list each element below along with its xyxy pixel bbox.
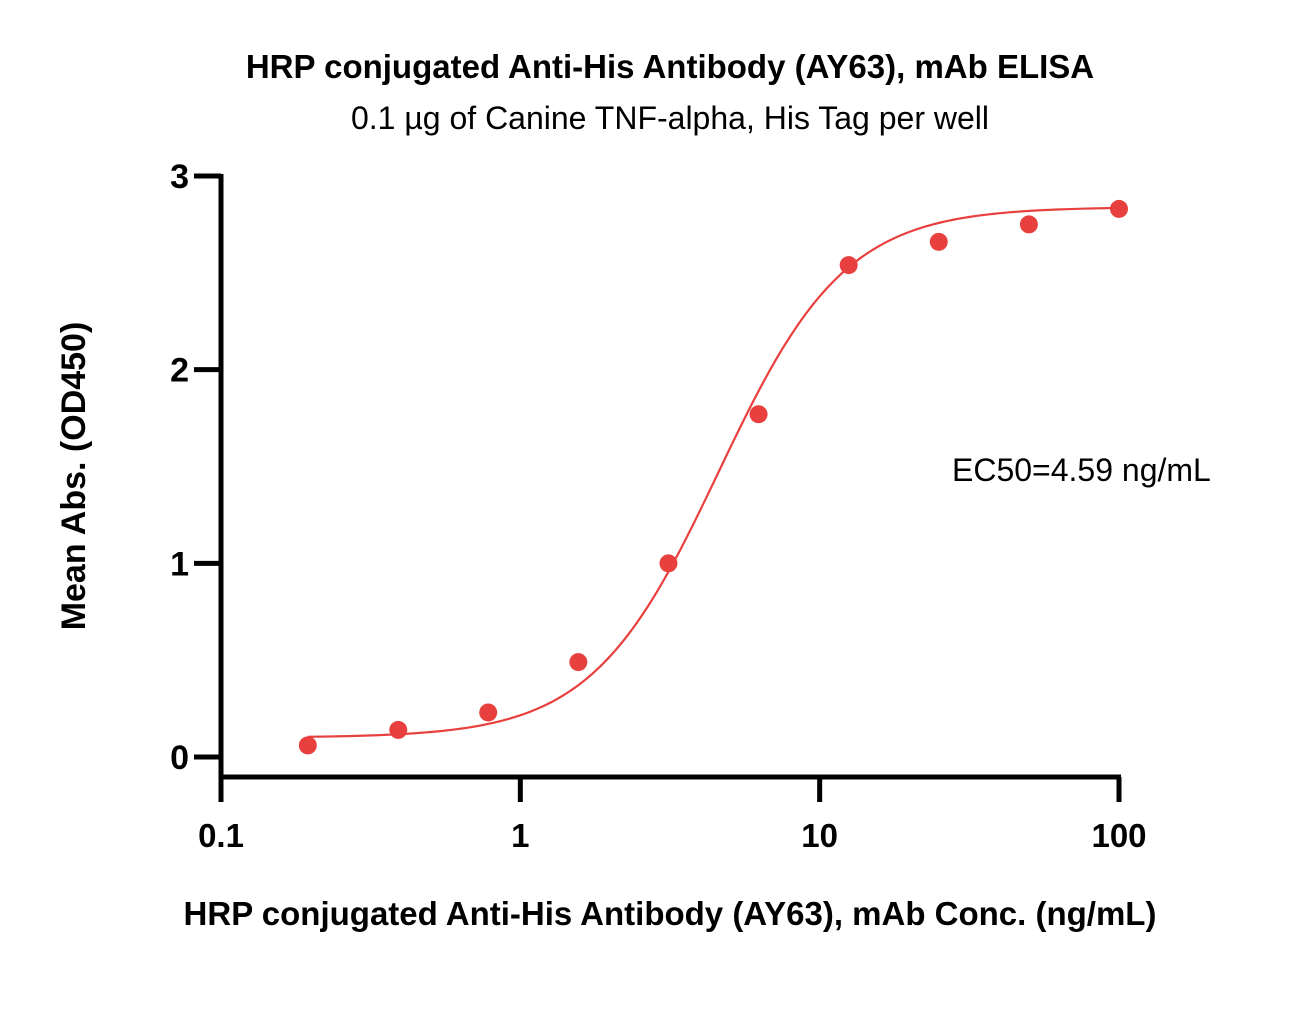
data-point [1110,199,1128,218]
data-point [479,703,498,722]
y-tick-label: 2 [170,352,189,390]
x-tick-label: 100 [1091,817,1146,854]
fit-curve-group [307,206,1120,738]
y-tick-label: 0 [170,739,189,777]
data-point [569,653,588,672]
fit-curve [307,206,1120,738]
y-tick-label: 1 [170,545,189,583]
x-tick-label: 1 [511,817,529,854]
chart-title: HRP conjugated Anti-His Antibody (AY63),… [245,48,1095,85]
axes: 0 1 2 3 0.1 1 10 100 [170,158,1146,854]
data-point [659,554,678,573]
y-tick-label: 3 [170,158,189,196]
x-tick-label: 0.1 [198,817,244,854]
data-point [929,232,948,251]
data-point [389,720,408,739]
ec50-annotation: EC50=4.59 ng/mL [952,452,1211,488]
data-points-group [298,199,1128,755]
data-point [839,256,858,275]
data-point [298,736,317,755]
data-point [749,405,768,424]
y-axis-label: Mean Abs. (OD450) [55,322,93,631]
x-tick-label: 10 [801,817,838,854]
x-axis-label: HRP conjugated Anti-His Antibody (AY63),… [184,895,1157,932]
data-point [1019,215,1038,234]
chart-subtitle: 0.1 µg of Canine TNF-alpha, His Tag per … [350,100,989,136]
